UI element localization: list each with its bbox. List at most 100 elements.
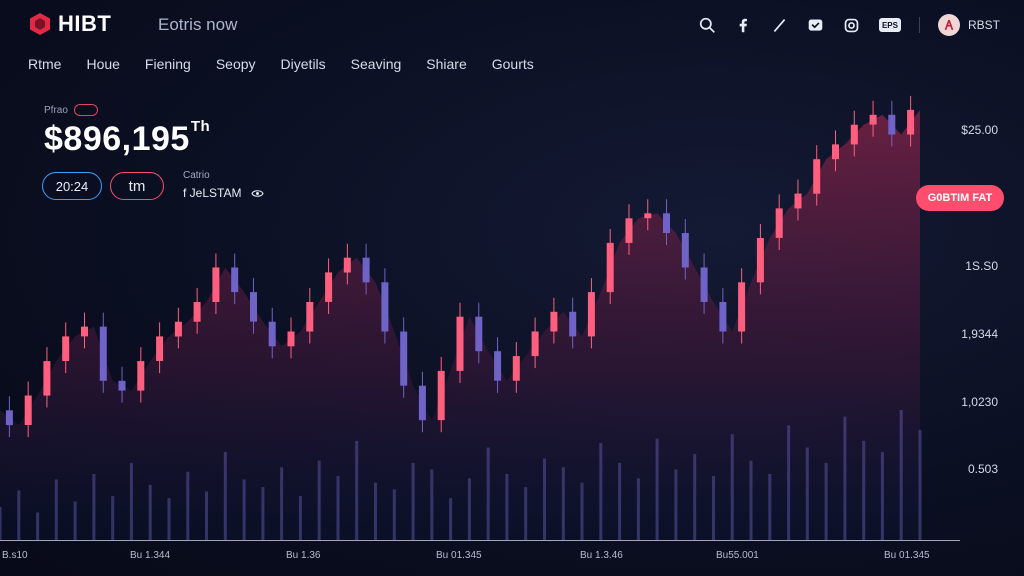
candle-body	[606, 242, 614, 293]
x-tick-label: Bu 1.36	[286, 550, 321, 561]
volume-bar	[693, 454, 697, 540]
candle-body	[663, 213, 670, 233]
volume-bar	[449, 498, 453, 540]
candle-body	[212, 267, 220, 302]
nav-item-rtme[interactable]: Rtme	[28, 56, 62, 72]
candle-body	[99, 326, 107, 381]
volume-bar	[880, 451, 884, 540]
volume-bar	[749, 460, 753, 540]
y-tick-label: 1,0230	[961, 395, 998, 409]
volume-bar	[148, 484, 152, 540]
candle-body	[888, 114, 896, 135]
nav-item-diyetils[interactable]: Diyetils	[280, 56, 326, 72]
candle-body	[681, 233, 689, 268]
chat-icon[interactable]	[807, 16, 825, 34]
x-tick-label: Bu55.001	[716, 550, 759, 561]
volume-bar	[411, 462, 415, 540]
volume-bar	[918, 429, 922, 540]
candle-body	[306, 302, 314, 332]
price-area	[0, 109, 920, 541]
volume-bar	[712, 476, 715, 540]
volume-bar	[843, 416, 847, 540]
candle-body	[287, 331, 295, 347]
avatar[interactable]	[937, 14, 960, 36]
y-tick-label: 1S.S0	[965, 259, 998, 273]
nav-item-seaving[interactable]: Seaving	[350, 56, 402, 72]
logo[interactable]: HIBT	[28, 11, 111, 37]
x-tick-label: Bu 1.344	[130, 550, 171, 561]
user-figure-icon	[944, 19, 954, 31]
volume-bar	[805, 447, 809, 540]
nav-item-shiare[interactable]: Shiare	[426, 56, 467, 72]
candle-body	[437, 370, 445, 421]
candle-body	[700, 267, 708, 302]
nav-item-fiening[interactable]: Fiening	[144, 56, 191, 72]
candle-body	[231, 267, 239, 293]
nav-item-gourts[interactable]: Gourts	[491, 56, 534, 72]
candle-body	[644, 213, 652, 219]
volume-bar	[298, 495, 302, 540]
time-chip[interactable]: 20:24	[42, 172, 102, 200]
candle-body	[250, 292, 257, 322]
y-tick-label: $25.00	[961, 123, 998, 137]
candle-body	[62, 336, 70, 361]
volume-bar	[242, 479, 246, 540]
candle-body	[362, 257, 370, 283]
header-icons: EPS RBST	[699, 14, 1000, 36]
user-label[interactable]: RBST	[967, 18, 1000, 32]
x-tick-label: Bu 01.345	[436, 550, 482, 561]
edit-slash-icon[interactable]	[771, 16, 789, 34]
facebook-icon[interactable]	[735, 16, 753, 34]
volume-bar	[17, 490, 21, 540]
candle-body	[832, 144, 839, 160]
volume-bar	[674, 469, 678, 540]
nav-item-seopy[interactable]: Seopy	[215, 56, 256, 72]
candle-body	[512, 356, 520, 381]
eye-icon[interactable]	[251, 188, 265, 199]
volume-bar	[467, 478, 471, 540]
volume-bar	[768, 473, 772, 540]
eps-badge-icon[interactable]: EPS	[878, 18, 901, 32]
nav-item-houe[interactable]: Houe	[86, 56, 120, 72]
candle-body	[418, 385, 426, 421]
volume-bar	[486, 447, 490, 540]
volume-bar	[205, 491, 208, 540]
candle-body	[550, 311, 558, 332]
candle-body	[869, 114, 877, 125]
candle-body	[193, 302, 201, 322]
candle-body	[24, 395, 32, 425]
search-icon[interactable]	[699, 16, 717, 34]
candle-body	[494, 351, 502, 381]
candle-body	[569, 311, 577, 337]
candle-body	[456, 316, 464, 371]
candle-body	[794, 193, 802, 209]
price-pill-icon	[73, 104, 98, 116]
header-tagline: Eotris now	[158, 15, 238, 34]
candle-body	[268, 321, 276, 347]
volume-bar	[899, 410, 903, 540]
volume-bar	[92, 473, 96, 540]
candle-body	[738, 282, 746, 332]
candle-body	[587, 292, 595, 337]
volume-bar	[730, 434, 734, 540]
candle-body	[775, 208, 783, 238]
volume-bar	[129, 462, 133, 540]
volume-bar	[862, 440, 866, 540]
volume-bar	[580, 482, 584, 540]
volume-bar	[787, 425, 791, 540]
volume-bar	[73, 501, 77, 540]
volume-bar	[599, 443, 603, 540]
candle-body	[137, 361, 145, 391]
timeframe-chips: 20:24 tm	[42, 172, 164, 200]
candle-body	[325, 272, 333, 302]
candle-body	[813, 159, 821, 194]
candle-body	[118, 380, 126, 391]
candle-body	[850, 124, 858, 145]
candle-body	[5, 410, 13, 426]
info-label: Catrio	[183, 170, 210, 181]
cta-button[interactable]: G0BTIM FAT	[916, 185, 1004, 211]
instagram-icon[interactable]	[843, 16, 861, 34]
candle-body	[907, 109, 915, 135]
tm-chip[interactable]: tm	[110, 172, 164, 200]
